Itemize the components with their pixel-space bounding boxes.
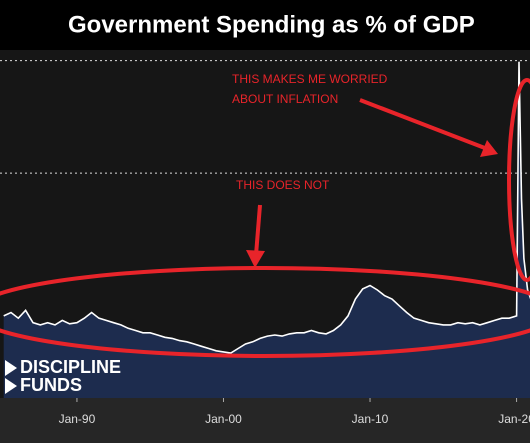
annotation: THIS MAKES ME WORRIED xyxy=(232,72,388,86)
x-tick-label: Jan-90 xyxy=(59,412,96,426)
arrow-head xyxy=(480,140,498,157)
ellipse xyxy=(0,266,530,358)
x-tick-label: Jan-00 xyxy=(205,412,242,426)
x-tick-label: Jan-10 xyxy=(352,412,389,426)
line xyxy=(3,61,530,354)
arrow-head xyxy=(246,250,265,268)
axis-band xyxy=(0,398,530,443)
logo-text: FUNDS xyxy=(20,375,82,395)
x-tick-label: Jan-20 xyxy=(498,412,530,426)
title-band xyxy=(0,0,530,50)
annotation: THIS DOES NOT xyxy=(236,178,330,192)
arrow xyxy=(359,98,491,152)
logo-text: DISCIPLINE xyxy=(20,357,121,377)
plot xyxy=(0,60,530,398)
ellipse xyxy=(507,78,530,282)
annotation: ABOUT INFLATION xyxy=(232,92,338,106)
logo-icon xyxy=(5,378,17,394)
area xyxy=(3,61,530,398)
logo: DISCIPLINE FUNDS xyxy=(5,357,121,395)
logo-icon xyxy=(5,360,17,376)
chart-title: Government Spending as % of GDP xyxy=(68,11,475,38)
arrow xyxy=(254,204,262,256)
annotations: THIS MAKES ME WORRIED ABOUT INFLATION TH… xyxy=(0,72,530,358)
